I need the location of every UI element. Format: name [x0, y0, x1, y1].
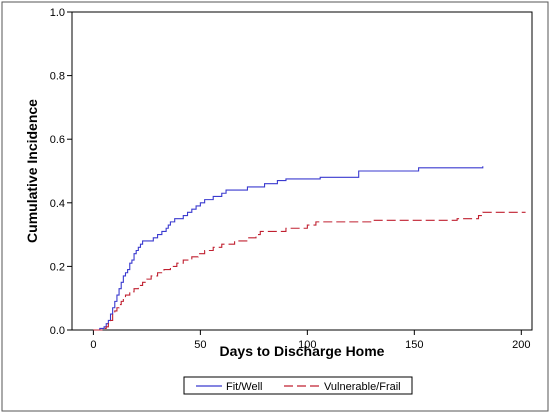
x-tick-label: 50 — [194, 339, 206, 351]
series-layer — [93, 166, 526, 331]
y-axis: 0.0 0.2 0.4 0.6 0.8 1.0 — [50, 7, 72, 337]
plot-area — [71, 11, 533, 331]
x-tick-label: 150 — [405, 339, 423, 351]
y-tick-label: 1.0 — [50, 7, 65, 19]
x-tick-label: 200 — [512, 339, 530, 351]
x-axis: 0 50 100 150 200 — [90, 330, 530, 351]
series-line-fit-well — [93, 166, 484, 331]
x-axis-title: Days to Discharge Home — [220, 343, 385, 359]
legend-label-fit-well: Fit/Well — [226, 381, 262, 393]
x-tick-label: 100 — [298, 339, 316, 351]
y-tick-label: 0.8 — [50, 71, 65, 83]
legend: Fit/Well Vulnerable/Frail — [183, 376, 413, 395]
series-line-vulnerable-frail — [93, 211, 526, 331]
y-tick-label: 0.0 — [50, 325, 65, 337]
legend-label-vulnerable-frail: Vulnerable/Frail — [324, 381, 401, 393]
y-axis-title: Cumulative Incidence — [24, 99, 40, 243]
x-tick-label: 0 — [90, 339, 96, 351]
y-tick-label: 0.6 — [50, 134, 65, 146]
y-tick-label: 0.4 — [50, 198, 65, 210]
y-tick-label: 0.2 — [50, 261, 65, 273]
